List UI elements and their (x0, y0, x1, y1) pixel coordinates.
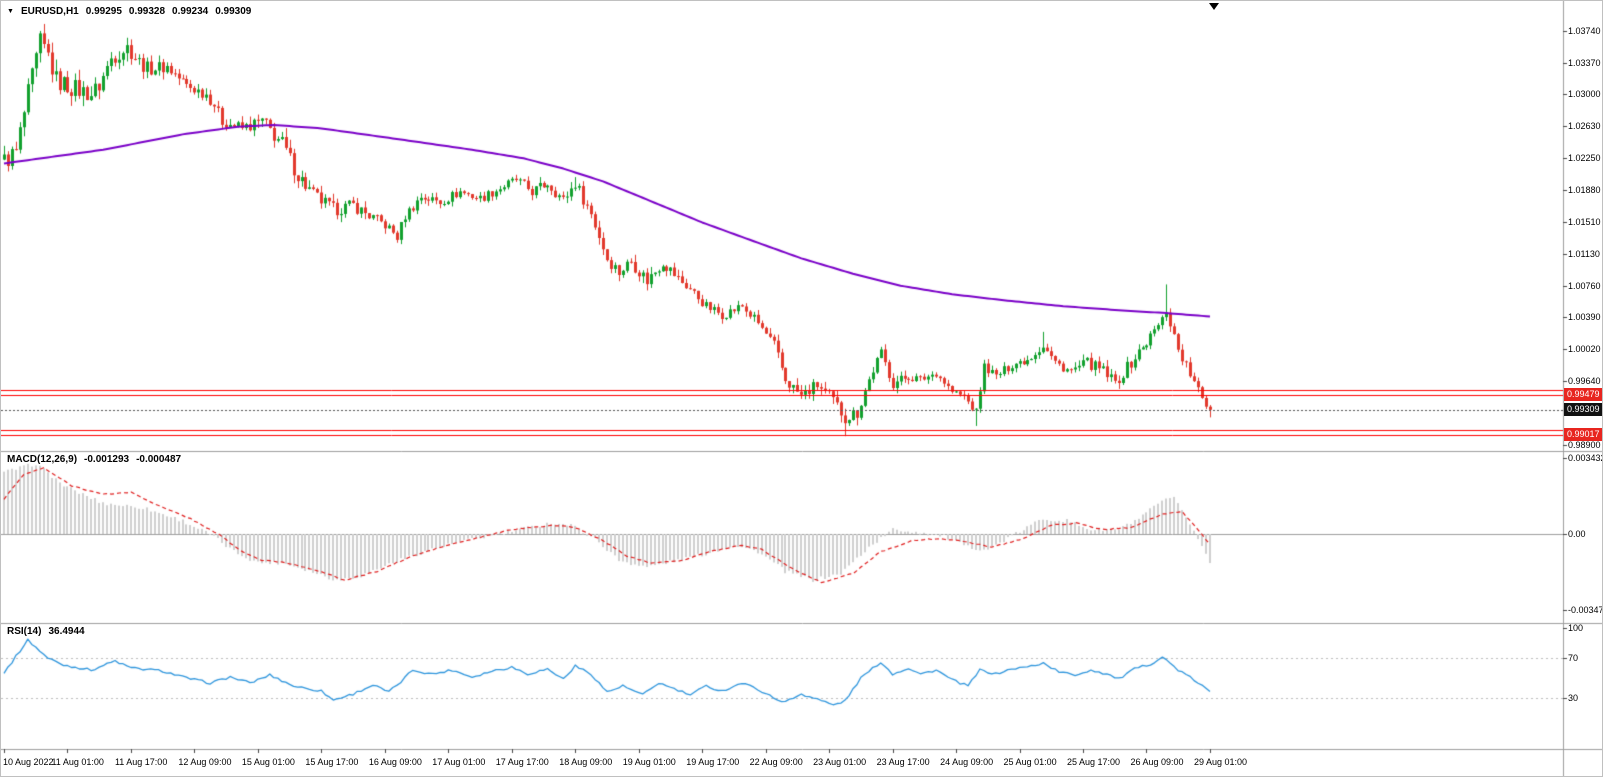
time-axis-label: 25 Aug 01:00 (1003, 757, 1057, 767)
price-axis-label: 1.01510 (1568, 216, 1601, 227)
chart-shift-marker-icon[interactable] (1209, 3, 1219, 10)
price-axis-label: 0.98900 (1568, 439, 1601, 450)
macd-signal-value: -0.000487 (136, 454, 182, 465)
price-axis-label: 1.03000 (1568, 89, 1601, 100)
macd-name: MACD(12,26,9) (7, 454, 78, 465)
time-axis-label: 17 Aug 01:00 (432, 757, 486, 767)
macd-axis-label: 0.00 (1568, 529, 1586, 539)
ohlc-open-value: 0.99295 (85, 6, 122, 17)
time-axis-label: 18 Aug 09:00 (559, 757, 613, 767)
price-axis-label: 1.00390 (1568, 312, 1601, 323)
time-axis-label: 15 Aug 01:00 (241, 757, 295, 767)
ohlc-low-value: 0.99234 (172, 6, 209, 17)
rsi-axis-label: 100 (1568, 623, 1584, 633)
chart-header: ▼ EURUSD,H1 0.99295 0.99328 0.99234 0.99… (7, 6, 251, 17)
macd-axis-label: 0.003432 (1568, 453, 1603, 464)
price-axis-label: 1.03740 (1568, 25, 1601, 36)
rsi-name: RSI(14) (7, 626, 42, 637)
symbol-timeframe-label: EURUSD,H1 (20, 6, 79, 17)
time-axis-label: 24 Aug 09:00 (940, 757, 994, 767)
price-axis-label: 1.01880 (1568, 184, 1601, 195)
price-marker-099309: 0.99309 (1564, 402, 1602, 416)
time-axis-label: 26 Aug 09:00 (1130, 757, 1184, 767)
price-axis-label: 1.02250 (1568, 153, 1601, 164)
time-axis-label: 16 Aug 09:00 (368, 757, 422, 767)
ohlc-close-value: 0.99309 (215, 6, 252, 17)
time-axis-label: 10 Aug 2022 (3, 757, 54, 767)
rsi-indicator-label: RSI(14) 36.4944 (7, 626, 85, 637)
time-axis-label: 15 Aug 17:00 (305, 757, 359, 767)
time-axis-label: 22 Aug 09:00 (749, 757, 803, 767)
symbol-dropdown-icon[interactable]: ▼ (7, 7, 14, 15)
price-axis-label: 0.99640 (1568, 376, 1601, 387)
time-axis-label: 11 Aug 17:00 (114, 757, 168, 767)
ohlc-high-value: 0.99328 (128, 6, 166, 17)
price-axis-label: 1.00760 (1568, 280, 1601, 291)
time-axis-label: 23 Aug 17:00 (876, 757, 930, 767)
price-axis-label: 1.03370 (1568, 57, 1601, 68)
rsi-value: 36.4944 (48, 626, 85, 637)
rsi-axis-label: 70 (1568, 653, 1579, 663)
time-axis-label: 12 Aug 09:00 (178, 757, 232, 767)
macd-indicator-label: MACD(12,26,9) -0.001293 -0.000487 (7, 454, 181, 465)
time-axis-label: 23 Aug 01:00 (813, 757, 867, 767)
time-axis-label: 29 Aug 01:00 (1193, 757, 1248, 767)
price-axis-label: 1.01130 (1568, 249, 1600, 260)
rsi-axis-label: 30 (1568, 693, 1579, 703)
macd-axis-label: -0.003477 (1568, 605, 1602, 616)
price-axis-label: 1.00020 (1568, 343, 1601, 354)
time-axis-label: 11 Aug 01:00 (51, 757, 104, 767)
price-marker-099017: 0.99017 (1564, 427, 1602, 441)
time-axis-label: 19 Aug 01:00 (622, 757, 676, 767)
time-axis-label: 19 Aug 17:00 (686, 757, 740, 767)
price-axis-label: 1.02630 (1568, 120, 1601, 131)
time-axis-label: 17 Aug 17:00 (495, 757, 549, 767)
macd-main-value: -0.001293 (84, 454, 130, 465)
time-axis-label: 25 Aug 17:00 (1067, 757, 1121, 767)
price-marker-099479: 0.99479 (1564, 388, 1602, 402)
